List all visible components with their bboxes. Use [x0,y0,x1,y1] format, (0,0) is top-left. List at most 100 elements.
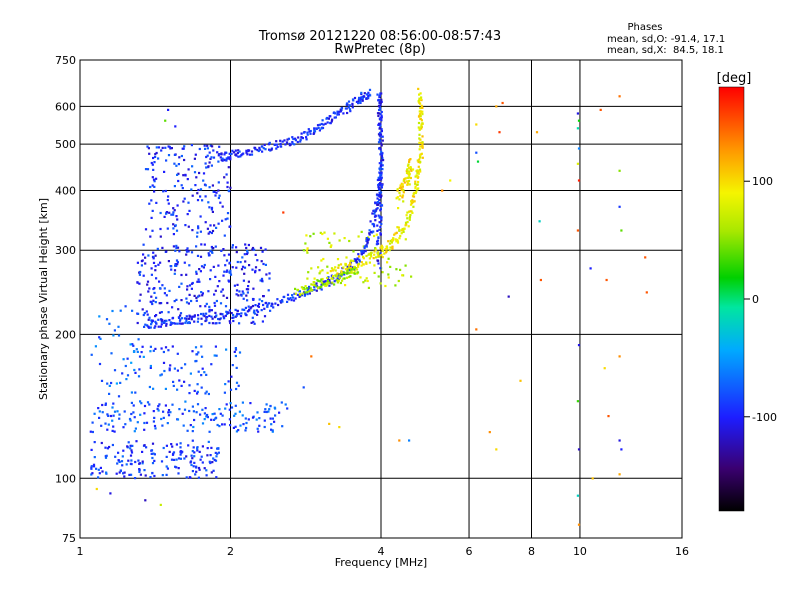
data-point [184,224,187,227]
data-point [320,283,323,286]
data-point [368,261,371,264]
data-point [203,371,206,374]
data-point [407,225,410,228]
data-point [191,165,194,168]
data-point [118,460,121,463]
data-point [274,414,277,417]
data-point [335,275,338,278]
data-point [407,179,411,183]
data-point [340,270,343,273]
data-point [99,337,102,340]
data-point [225,296,229,299]
data-point [282,211,285,214]
data-point [144,262,147,265]
data-point [154,325,157,328]
data-point [152,168,155,171]
data-point [410,169,413,172]
data-point [134,460,137,464]
data-point [265,273,268,276]
data-point [212,149,215,152]
data-point [229,273,233,276]
data-point [417,160,420,164]
data-point [162,446,165,450]
data-point [98,410,101,413]
data-point [313,277,316,280]
data-point [225,157,228,160]
data-point [577,448,581,451]
data-point [321,126,325,130]
data-point [576,494,579,497]
data-point [360,264,363,267]
data-point [264,408,267,411]
data-point [137,338,140,341]
data-point [395,240,398,243]
data-point [336,113,339,116]
data-point [188,384,191,387]
data-point [253,248,256,251]
data-point [309,235,312,238]
data-point [343,237,346,240]
data-point [369,220,372,223]
data-point [172,245,175,248]
data-point [92,463,96,466]
data-point [242,152,245,155]
data-point [380,144,383,147]
data-point [292,296,295,299]
data-point [146,324,149,327]
data-point [171,445,174,448]
data-point [211,229,215,233]
data-point [155,151,158,155]
data-point [231,244,234,247]
data-point [225,403,228,406]
data-point [219,153,222,156]
data-point [141,345,144,348]
data-point [119,309,122,312]
data-point [169,321,172,324]
data-point [197,317,200,320]
data-point [224,407,227,410]
data-point [377,141,381,144]
data-point [420,104,423,107]
data-point [603,367,606,370]
data-point [306,251,309,254]
data-point [236,151,239,155]
data-point [170,268,173,271]
data-point [104,456,108,459]
data-point [186,321,189,325]
data-point [251,416,255,419]
data-point [233,350,236,353]
data-point [113,430,116,433]
data-point [404,221,408,224]
data-point [242,279,245,282]
data-point [173,153,176,156]
data-point [418,128,421,131]
data-point [143,312,146,315]
data-point [231,149,234,152]
data-point [301,287,305,290]
data-point [245,294,248,297]
data-point [264,148,267,151]
data-point [213,224,216,227]
data-point [155,146,158,149]
data-point [178,379,181,382]
data-point [191,405,194,408]
data-point [258,417,261,420]
x-tick-label: 1 [77,545,84,558]
data-point [147,147,150,150]
data-point [420,111,423,114]
data-point [353,269,356,273]
data-point [215,455,218,458]
data-point [304,242,307,245]
data-point [185,476,188,479]
data-point [326,121,329,124]
data-point [158,311,162,314]
data-point [151,184,154,187]
data-point [137,459,140,462]
data-point [398,439,401,442]
data-point [384,251,387,254]
data-point [150,452,153,455]
data-point [373,209,376,212]
data-point [149,345,152,348]
data-point [201,445,204,448]
